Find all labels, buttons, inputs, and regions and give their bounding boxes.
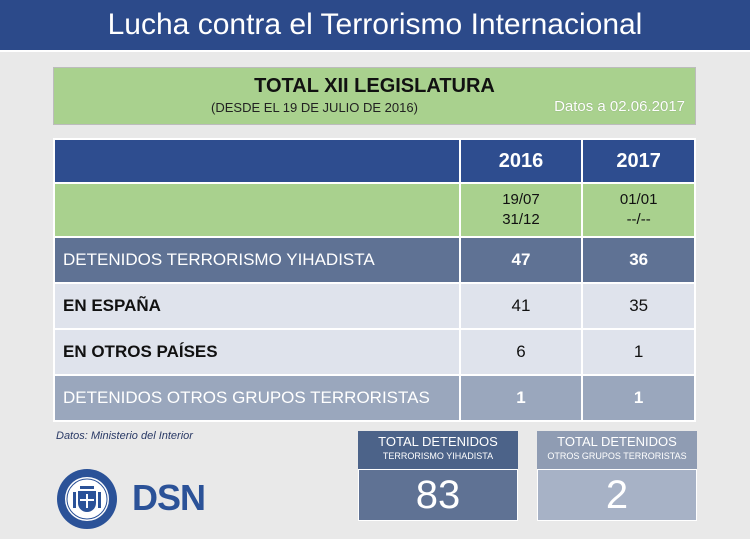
stat-title: TOTAL DETENIDOS <box>378 434 498 449</box>
year-2016-header: 2016 <box>458 138 584 184</box>
row-label: EN ESPAÑA <box>53 282 461 330</box>
stat-value: 2 <box>537 469 697 521</box>
total-yihadist-stat: TOTAL DETENIDOS TERRORISMO YIHADISTA 83 <box>358 431 518 521</box>
table-row: DETENIDOS TERRORISMO YIHADISTA 47 36 <box>53 236 696 284</box>
table-row: EN ESPAÑA 41 35 <box>53 282 696 330</box>
table-header-row: 2016 2017 <box>53 138 696 184</box>
total-other-groups-stat: TOTAL DETENIDOS OTROS GRUPOS TERRORISTAS… <box>537 431 697 521</box>
detentions-table: 2016 2017 19/07 31/12 01/01 --/-- DETENI… <box>53 138 696 422</box>
row-value-2016: 6 <box>458 328 584 376</box>
row-label: DETENIDOS TERRORISMO YIHADISTA <box>53 236 461 284</box>
row-value-2017: 1 <box>581 328 696 376</box>
period-row: 19/07 31/12 01/01 --/-- <box>53 182 696 238</box>
stat-value: 83 <box>358 469 518 521</box>
row-value-2017: 36 <box>581 236 696 284</box>
period-2017-start: 01/01 <box>619 191 658 208</box>
stat-subtitle: OTROS GRUPOS TERRORISTAS <box>547 451 687 461</box>
row-value-2016: 41 <box>458 282 584 330</box>
table-row: EN OTROS PAÍSES 6 1 <box>53 328 696 376</box>
stat-title: TOTAL DETENIDOS <box>557 434 677 449</box>
dsn-logo-text: DSN <box>132 477 206 518</box>
stat-subtitle: TERRORISMO YIHADISTA <box>382 451 494 461</box>
page-title: Lucha contra el Terrorismo Internacional <box>107 8 643 41</box>
period-2016-end: 31/12 <box>502 211 540 228</box>
row-value-2017: 1 <box>581 374 696 422</box>
row-label: DETENIDOS OTROS GRUPOS TERRORISTAS <box>53 374 461 422</box>
row-value-2016: 47 <box>458 236 584 284</box>
period-2016-start: 19/07 <box>502 191 540 208</box>
row-value-2016: 1 <box>458 374 584 422</box>
period-2017-cell: 01/01 --/-- <box>581 182 696 238</box>
data-source-note: Datos: Ministerio del Interior <box>56 430 193 442</box>
page-title-banner: Lucha contra el Terrorismo Internacional <box>0 0 750 52</box>
legislature-summary-box: TOTAL XII LEGISLATURA (DESDE EL 19 DE JU… <box>53 67 696 125</box>
period-2017-end: --/-- <box>626 211 651 228</box>
government-seal-icon <box>57 469 117 529</box>
header-empty-cell <box>53 138 461 184</box>
legislature-subtitle: (DESDE EL 19 DE JULIO DE 2016) <box>211 100 418 115</box>
stat-header: TOTAL DETENIDOS TERRORISMO YIHADISTA <box>358 431 518 469</box>
table-row: DETENIDOS OTROS GRUPOS TERRORISTAS 1 1 <box>53 374 696 422</box>
year-2017-header: 2017 <box>581 138 696 184</box>
legislature-title: TOTAL XII LEGISLATURA <box>254 75 495 97</box>
stat-header: TOTAL DETENIDOS OTROS GRUPOS TERRORISTAS <box>537 431 697 469</box>
data-date-note: Datos a 02.06.2017 <box>554 98 685 115</box>
row-value-2017: 35 <box>581 282 696 330</box>
period-empty-cell <box>53 182 461 238</box>
row-label: EN OTROS PAÍSES <box>53 328 461 376</box>
period-2016-cell: 19/07 31/12 <box>458 182 584 238</box>
